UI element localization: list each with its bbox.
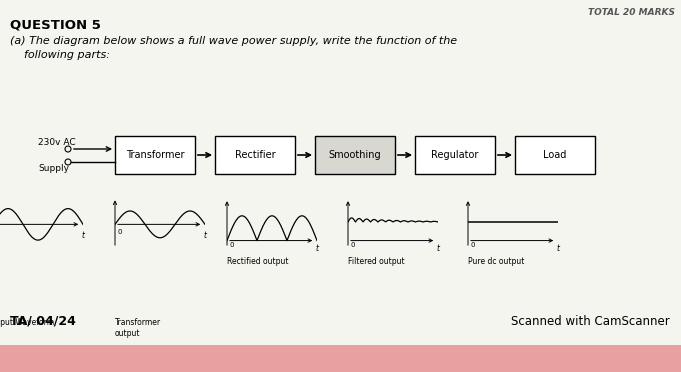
Text: 0: 0 [118,229,123,235]
Text: Input Waveform: Input Waveform [0,318,54,327]
Bar [515,136,595,174]
Text: TA/ 04/24: TA/ 04/24 [10,315,76,328]
Text: Smoothing: Smoothing [329,150,381,160]
Text: $t$: $t$ [315,242,321,253]
Text: Rectifier: Rectifier [235,150,275,160]
Text: Rectified output: Rectified output [227,257,289,266]
Text: Regulator: Regulator [431,150,479,160]
Text: TOTAL 20 MARKS: TOTAL 20 MARKS [588,8,675,17]
Text: Pure dc output: Pure dc output [468,257,524,266]
Bar [315,136,395,174]
Bar [0,345,681,372]
Text: $t$: $t$ [437,242,441,253]
Text: 0: 0 [230,242,234,248]
Text: $t$: $t$ [203,229,208,240]
Text: $t$: $t$ [556,242,561,253]
Text: Transformer: Transformer [126,150,185,160]
Text: Filtered output: Filtered output [348,257,405,266]
Text: (a) The diagram below shows a full wave power supply, write the function of the: (a) The diagram below shows a full wave … [10,36,457,46]
Bar [415,136,495,174]
Text: Scanned with CamScanner: Scanned with CamScanner [511,315,670,328]
Bar [215,136,295,174]
Text: 0: 0 [351,242,355,248]
Text: $t$: $t$ [81,229,86,240]
Text: following parts:: following parts: [10,50,110,60]
Text: Transformer
output: Transformer output [115,318,161,338]
Text: QUESTION 5: QUESTION 5 [10,18,101,31]
Text: 0: 0 [471,242,475,248]
Bar [115,136,195,174]
Text: 230v AC: 230v AC [38,138,76,147]
Text: Load: Load [543,150,567,160]
Text: Supply: Supply [38,164,69,173]
